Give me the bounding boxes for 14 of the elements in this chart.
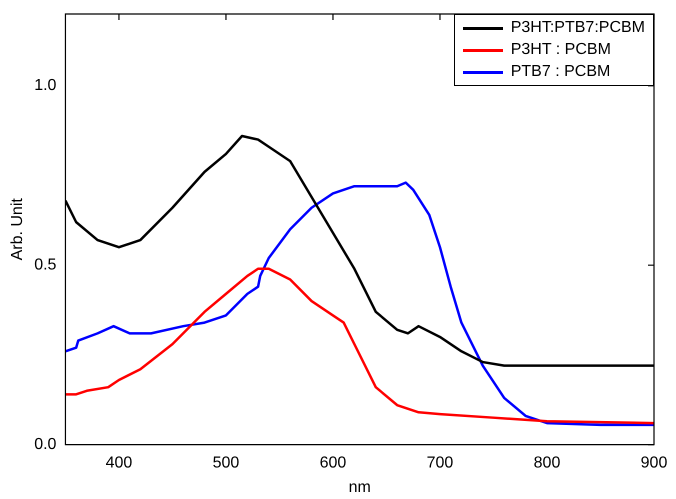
legend-label: PTB7 : PCBM <box>510 63 610 81</box>
y-tick-label: 0.5 <box>34 256 57 274</box>
x-tick-label: 500 <box>212 454 240 472</box>
y-tick-label: 1.0 <box>34 77 57 94</box>
x-tick-label: 700 <box>426 454 454 472</box>
x-axis-title: nm <box>348 478 371 496</box>
x-tick-label: 800 <box>534 454 560 472</box>
x-tick-label: 900 <box>640 454 668 472</box>
y-axis-title: Arb. Unit <box>9 198 26 260</box>
y-tick-label: 0.0 <box>34 436 57 454</box>
x-tick-label: 600 <box>320 454 346 472</box>
legend-label: P3HT : PCBM <box>510 41 611 59</box>
legend-label: P3HT:PTB7:PCBM <box>510 19 645 37</box>
x-tick-label: 400 <box>106 454 132 472</box>
